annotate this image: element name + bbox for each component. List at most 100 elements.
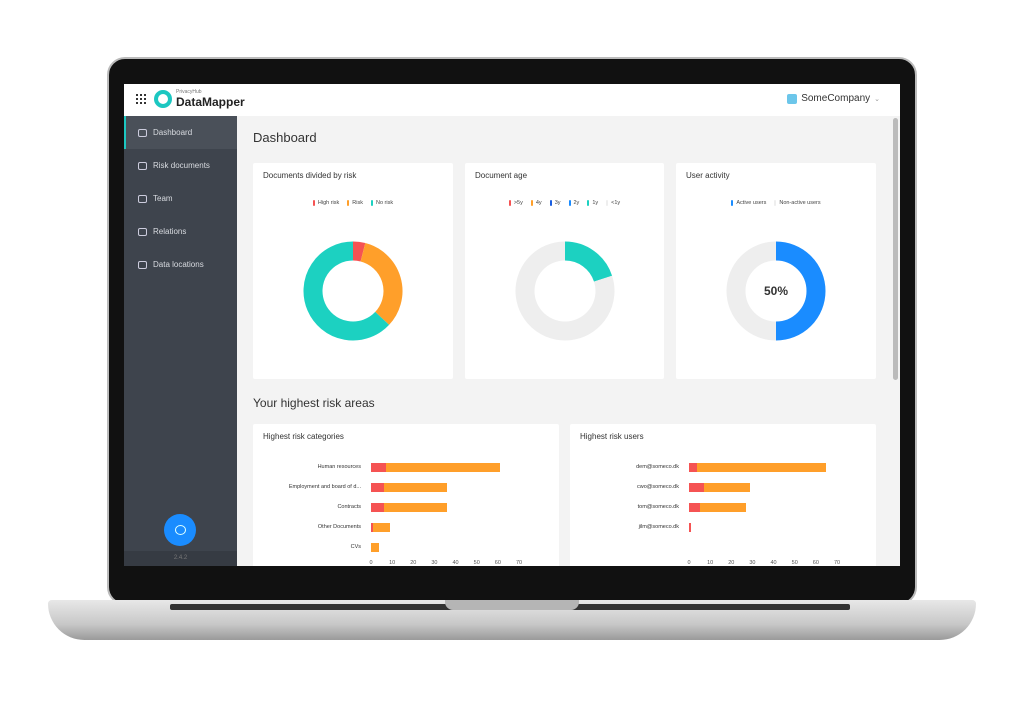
bar-segment[interactable] [703,483,751,492]
bar-segment[interactable] [371,483,384,492]
company-switcher[interactable]: SomeCompany ⌄ [787,93,880,104]
legend-item[interactable]: 1y [587,200,598,206]
page-title: Dashboard [253,130,317,145]
legend-label: >5y [513,200,523,206]
x-tick-label: 50 [791,560,798,566]
legend-label: 4y [535,200,542,206]
bar-segment[interactable] [371,543,380,552]
bar-segment[interactable] [689,483,704,492]
donut-slice--1y[interactable] [515,241,615,341]
legend-item[interactable]: High risk [312,200,340,206]
apps-grid-icon[interactable] [136,94,146,104]
donut-chart [515,241,615,341]
bar-segment[interactable] [383,483,448,492]
bar-segment[interactable] [383,503,448,512]
bar-segment[interactable] [371,463,386,472]
legend-label: 2y [573,200,580,206]
version-label: 2.4.2 [124,551,237,566]
legend-swatch [312,200,315,206]
legend-label: High risk [317,200,340,206]
bar-category-label: jilm@someco.dk [638,524,679,530]
risk-donut-card: Documents divided by risk High risk Risk No… [253,163,453,379]
legend-swatch [731,200,734,206]
legend-label: Risk [352,200,363,206]
risk-users-card: Highest risk users dem@someco.dk cwo@somec… [570,424,876,566]
brand-name: DataMapper [176,95,245,109]
donut-slice-no-risk[interactable] [303,241,390,341]
x-tick-label: 20 [410,560,417,566]
legend-swatch [587,200,590,206]
scrollbar[interactable] [893,118,898,380]
bar-segment[interactable] [689,523,692,532]
sidebar-item-label: Data locations [153,260,204,269]
sidebar-item-label: Relations [153,227,187,236]
sidebar-item-relations[interactable]: Relations [124,215,237,248]
bar-category-label: CVs [350,544,361,550]
legend-item[interactable]: No risk [370,200,393,206]
legend-item[interactable]: Active users [731,200,766,206]
legend-swatch [530,200,533,206]
company-cube-icon [787,93,798,104]
bar-category-label: Employment and board of d... [288,484,361,490]
section-title: Your highest risk areas [253,396,375,410]
team-icon [138,194,147,203]
bar-segment[interactable] [373,523,391,532]
document-risk-icon [138,161,147,170]
bar-segment[interactable] [371,503,384,512]
bar-segment[interactable] [689,463,698,472]
laptop-notch [445,600,579,610]
card-title: Document age [475,171,528,180]
legend-item[interactable]: 3y [549,200,561,206]
x-tick-label: 40 [452,560,459,566]
bar-segment[interactable] [385,463,500,472]
donut-slice-1y[interactable] [564,241,613,283]
chat-button[interactable] [164,514,196,546]
donut-chart [726,241,826,341]
bar-segment[interactable] [371,523,374,532]
sidebar-item-dashboard[interactable]: Dashboard [124,116,237,149]
chart-legend: >5y 4y 3y 2y 1y <1y [465,200,664,206]
legend-swatch [568,200,571,206]
logo-icon [154,90,172,108]
x-tick-label: 30 [749,560,756,566]
sidebar-item-label: Team [153,194,173,203]
legend-label: 3y [554,200,561,206]
donut-slice-non-active-users[interactable] [726,241,777,341]
risk-categories-card: Highest risk categories Human resources Em… [253,424,559,566]
legend-label: <1y [611,200,621,206]
sidebar-item-data-locations[interactable]: Data locations [124,248,237,281]
sidebar-item-label: Dashboard [153,128,193,137]
donut-slice-high-risk[interactable] [352,241,366,262]
x-tick-label: 70 [515,560,523,566]
company-name: SomeCompany [801,93,871,104]
sidebar-item-label: Risk documents [153,161,210,170]
card-title: User activity [686,171,730,180]
legend-item[interactable]: Non-active users [774,200,821,206]
legend-item[interactable]: Risk [347,200,363,206]
donut-slice-risk[interactable] [360,243,403,325]
bar-category-label: cwo@someco.dk [637,484,679,490]
sidebar-item-team[interactable]: Team [124,182,237,215]
x-tick-label: 40 [770,560,777,566]
legend-swatch [508,200,511,206]
legend-item[interactable]: >5y [508,200,523,206]
donut-slice-active-users[interactable] [775,241,826,341]
gauge-icon [138,128,147,137]
sidebar: Dashboard Risk documents Team Relations Data… [124,116,237,566]
activity-donut-card: User activity Active users Non-active user… [676,163,876,379]
chevron-down-icon: ⌄ [874,95,880,103]
x-tick-label: 0 [687,560,691,566]
x-tick-label: 60 [494,560,501,566]
bar-segment[interactable] [699,503,747,512]
brand-small: PrivacyHub [176,89,202,95]
legend-item[interactable]: 4y [530,200,542,206]
bar-category-label: tom@someco.dk [637,504,679,510]
bar-segment[interactable] [689,503,700,512]
sidebar-item-risk-documents[interactable]: Risk documents [124,149,237,182]
x-tick-label: 60 [812,560,819,566]
legend-item[interactable]: 2y [568,200,580,206]
card-title: Highest risk users [580,432,644,441]
legend-item[interactable]: <1y [606,200,620,206]
bar-segment[interactable] [697,463,827,472]
legend-swatch [549,200,552,206]
